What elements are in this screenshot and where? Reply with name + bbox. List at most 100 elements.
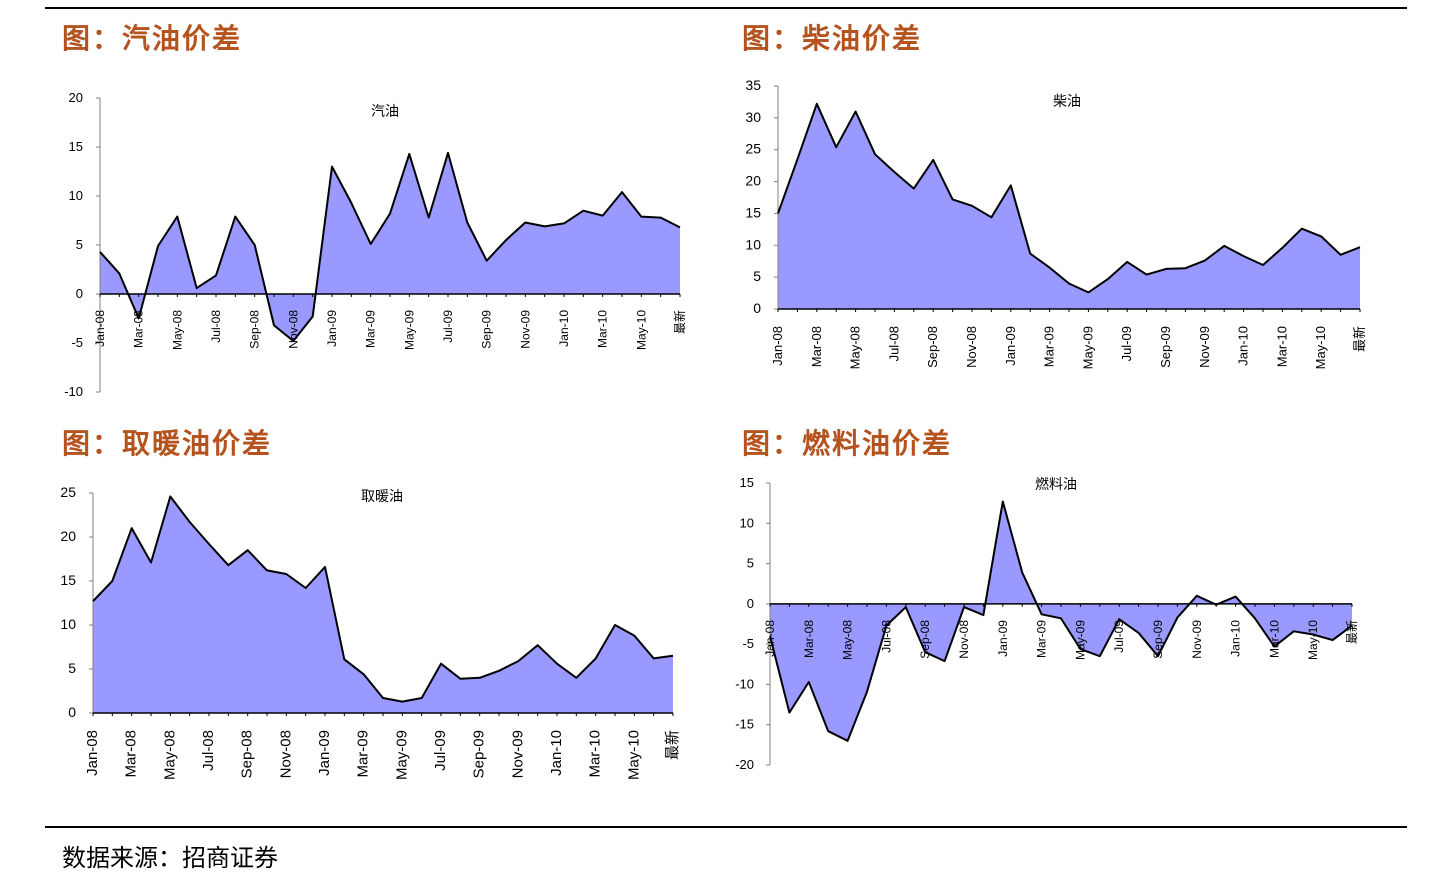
- x-tick-label: Mar-10: [1274, 326, 1289, 367]
- area-fill: [778, 103, 1360, 309]
- x-tick-label: Nov-08: [277, 730, 294, 778]
- x-tick-label: May-08: [161, 730, 178, 780]
- bottom-rule: [45, 826, 1407, 828]
- x-tick-label: Sep-09: [1158, 326, 1173, 368]
- x-tick-label: Jul-08: [879, 620, 893, 653]
- y-tick-label: 10: [740, 515, 754, 530]
- y-tick-label: 15: [745, 204, 761, 220]
- x-tick-label: Jul-08: [200, 730, 217, 771]
- x-tick-label: Jan-08: [93, 310, 107, 347]
- chart-title: 取暖油: [361, 488, 403, 504]
- y-tick-label: -5: [71, 335, 83, 350]
- x-tick-label: Jan-09: [996, 620, 1010, 657]
- area-fill: [770, 501, 1352, 741]
- x-tick-label: Sep-08: [239, 730, 256, 778]
- chart-title: 汽油: [371, 103, 399, 119]
- figure-title-heating-oil: 图：取暖油价差: [62, 427, 273, 460]
- x-tick-label: Jan-08: [84, 730, 101, 776]
- x-tick-label: Mar-08: [809, 326, 824, 367]
- y-tick-label: 10: [60, 616, 76, 632]
- y-tick-label: 20: [745, 173, 761, 189]
- y-tick-label: 5: [753, 268, 761, 284]
- x-tick-label: May-10: [1306, 620, 1320, 660]
- x-tick-label: Jul-08: [886, 326, 901, 361]
- x-tick-label: Mar-10: [596, 310, 610, 348]
- x-tick-label: Nov-09: [509, 730, 526, 778]
- x-tick-label: Jan-09: [325, 310, 339, 347]
- x-tick-label: Sep-09: [1151, 620, 1165, 659]
- x-tick-label: 最新: [1344, 620, 1359, 644]
- y-tick-label: 25: [60, 484, 76, 500]
- x-tick-label: May-08: [848, 326, 863, 369]
- area-fill: [93, 496, 673, 713]
- top-rule: [45, 7, 1407, 9]
- x-tick-label: May-09: [402, 310, 416, 350]
- x-tick-label: Jul-09: [441, 310, 455, 343]
- x-tick-label: Nov-09: [1190, 620, 1204, 659]
- x-tick-label: May-09: [393, 730, 410, 780]
- x-tick-label: Sep-08: [918, 620, 932, 659]
- y-tick-label: 20: [60, 528, 76, 544]
- y-tick-label: 0: [76, 286, 83, 301]
- x-tick-label: Nov-09: [1197, 326, 1212, 368]
- y-tick-label: -10: [64, 384, 83, 399]
- x-tick-label: May-10: [625, 730, 642, 780]
- x-tick-label: Mar-08: [123, 730, 140, 778]
- x-tick-label: May-10: [634, 310, 648, 350]
- x-tick-label: Nov-08: [964, 326, 979, 368]
- x-tick-label: Jan-10: [548, 730, 565, 776]
- x-tick-label: May-09: [1080, 326, 1095, 369]
- x-tick-label: Nov-08: [286, 310, 300, 349]
- y-tick-label: 30: [745, 109, 761, 125]
- x-tick-label: Mar-09: [1035, 620, 1049, 658]
- series-line: [769, 500, 1353, 742]
- x-tick-label: Mar-08: [802, 620, 816, 658]
- x-tick-label: May-08: [170, 310, 184, 350]
- x-tick-label: Nov-09: [518, 310, 532, 349]
- x-tick-label: Jan-10: [1236, 326, 1251, 366]
- x-tick-label: Jan-08: [763, 620, 777, 657]
- y-tick-label: 0: [747, 596, 754, 611]
- y-tick-label: -5: [742, 636, 754, 651]
- y-tick-label: 25: [745, 141, 761, 157]
- chart-title: 柴油: [1053, 93, 1081, 109]
- x-tick-label: Mar-09: [355, 730, 372, 778]
- y-tick-label: 15: [60, 572, 76, 588]
- x-tick-label: Jan-09: [316, 730, 333, 776]
- figure-title-gasoline: 图：汽油价差: [62, 22, 243, 55]
- x-tick-label: Mar-09: [1042, 326, 1057, 367]
- x-tick-label: Jul-09: [1112, 620, 1126, 653]
- y-tick-label: 15: [69, 139, 83, 154]
- y-tick-label: 10: [745, 236, 761, 252]
- x-tick-label: May-09: [1073, 620, 1087, 660]
- x-tick-label: Jul-09: [432, 730, 449, 771]
- y-tick-label: 15: [740, 475, 754, 490]
- x-tick-label: 最新: [1352, 326, 1367, 352]
- y-tick-label: 0: [68, 704, 76, 720]
- y-tick-label: 5: [68, 660, 76, 676]
- y-tick-label: 5: [76, 237, 83, 252]
- x-tick-label: 最新: [672, 310, 687, 334]
- x-tick-label: Jan-09: [1003, 326, 1018, 366]
- x-tick-label: Mar-08: [132, 310, 146, 348]
- y-tick-label: 20: [69, 90, 83, 105]
- x-tick-label: Sep-09: [471, 730, 488, 778]
- series-line: [92, 495, 674, 703]
- x-tick-label: Sep-08: [248, 310, 262, 349]
- x-tick-label: Jul-09: [1119, 326, 1134, 361]
- figure-title-fuel-oil: 图：燃料油价差: [742, 427, 953, 460]
- x-tick-label: May-08: [841, 620, 855, 660]
- chart-title: 燃料油: [1035, 476, 1077, 492]
- series-line: [99, 151, 681, 342]
- x-tick-label: Nov-08: [957, 620, 971, 659]
- y-tick-label: 35: [745, 77, 761, 93]
- x-tick-label: Mar-09: [364, 310, 378, 348]
- y-tick-label: -20: [735, 757, 754, 772]
- x-tick-label: Mar-10: [1267, 620, 1281, 658]
- figure-title-diesel: 图：柴油价差: [742, 22, 923, 55]
- x-tick-label: May-10: [1313, 326, 1328, 369]
